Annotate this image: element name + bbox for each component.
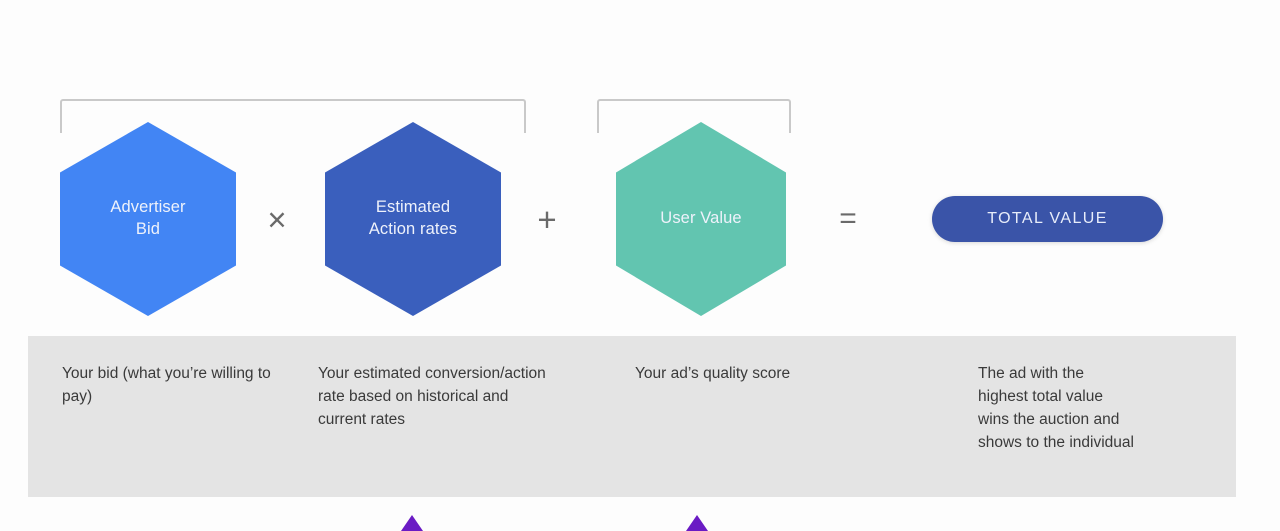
hexagon-shape-estimated-action-rates: Estimated Action rates: [325, 122, 501, 316]
node-user-value: User Value: [616, 122, 786, 316]
operator-multiply-icon: ×: [267, 200, 287, 238]
arrow-up-marker-2: [686, 515, 708, 531]
arrow-up-marker-1: [401, 515, 423, 531]
bracket-user-group: [597, 99, 791, 133]
node-label-total-value: TOTAL VALUE: [987, 210, 1108, 227]
node-label-user-value: User Value: [660, 209, 742, 228]
caption-user-value: Your ad’s quality score: [635, 365, 791, 382]
node-advertiser-bid: Advertiser Bid: [60, 122, 236, 316]
node-label-advertiser-bid: Advertiser Bid: [110, 198, 186, 238]
caption-advertiser-bid: Your bid (what you’re willing to pay): [62, 365, 271, 405]
caption-estimated-action-rates: Your estimated conversion/action rate ba…: [318, 365, 546, 428]
caption-band: Your bid (what you’re willing to pay) Yo…: [28, 336, 1236, 497]
caption-total-value: The ad with the highest total value wins…: [978, 365, 1134, 451]
operator-plus-icon: +: [537, 200, 557, 238]
bracket-advertiser-group: [60, 99, 526, 133]
node-total-value: TOTAL VALUE: [932, 196, 1163, 242]
node-label-estimated-action-rates: Estimated Action rates: [368, 198, 458, 238]
hexagon-shape-advertiser-bid: Advertiser Bid: [60, 122, 236, 316]
node-estimated-action-rates: Estimated Action rates: [325, 122, 501, 316]
hexagon-shape-user-value: User Value: [616, 122, 786, 316]
operator-equals-icon: =: [839, 202, 857, 235]
